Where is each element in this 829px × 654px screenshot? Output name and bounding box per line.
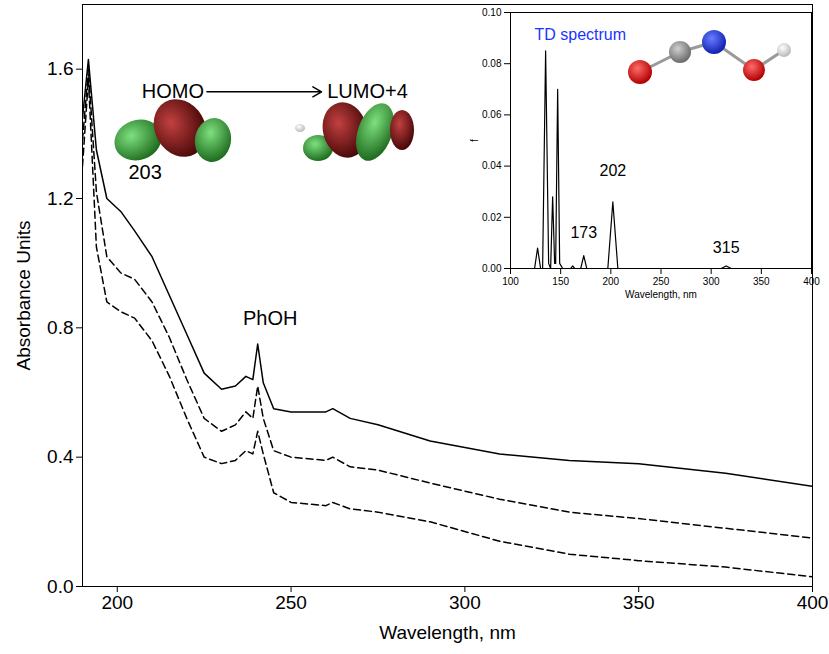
svg-text:1.6: 1.6 bbox=[47, 58, 73, 79]
svg-text:350: 350 bbox=[753, 276, 770, 287]
svg-text:LUMO+4: LUMO+4 bbox=[327, 80, 408, 102]
svg-text:300: 300 bbox=[703, 276, 720, 287]
svg-text:0.10: 0.10 bbox=[482, 7, 502, 18]
svg-text:315: 315 bbox=[713, 239, 740, 256]
svg-text:0.0: 0.0 bbox=[47, 576, 73, 597]
svg-text:400: 400 bbox=[797, 592, 829, 613]
svg-text:Wavelength, nm: Wavelength, nm bbox=[625, 289, 697, 300]
svg-text:350: 350 bbox=[623, 592, 655, 613]
svg-text:100: 100 bbox=[502, 276, 519, 287]
svg-text:f: f bbox=[469, 139, 480, 142]
svg-text:0.4: 0.4 bbox=[47, 446, 74, 467]
svg-text:300: 300 bbox=[449, 592, 481, 613]
svg-text:Absorbance Units: Absorbance Units bbox=[13, 221, 34, 371]
svg-text:0.08: 0.08 bbox=[482, 58, 502, 69]
svg-text:250: 250 bbox=[653, 276, 670, 287]
svg-text:PhOH: PhOH bbox=[243, 307, 297, 329]
svg-text:0.04: 0.04 bbox=[482, 160, 502, 171]
svg-text:173: 173 bbox=[570, 224, 597, 241]
svg-text:200: 200 bbox=[602, 276, 619, 287]
svg-text:0.00: 0.00 bbox=[482, 263, 502, 274]
svg-text:Wavelength, nm: Wavelength, nm bbox=[379, 622, 516, 643]
svg-text:200: 200 bbox=[101, 592, 133, 613]
svg-text:202: 202 bbox=[599, 162, 626, 179]
svg-text:150: 150 bbox=[552, 276, 569, 287]
svg-text:400: 400 bbox=[803, 276, 820, 287]
svg-text:250: 250 bbox=[275, 592, 307, 613]
svg-text:0.06: 0.06 bbox=[482, 109, 502, 120]
svg-text:0.8: 0.8 bbox=[47, 317, 73, 338]
svg-text:203: 203 bbox=[128, 161, 161, 183]
svg-text:0.02: 0.02 bbox=[482, 212, 502, 223]
svg-text:TD spectrum: TD spectrum bbox=[535, 26, 627, 43]
svg-text:HOMO: HOMO bbox=[142, 80, 204, 102]
svg-text:1.2: 1.2 bbox=[47, 188, 73, 209]
